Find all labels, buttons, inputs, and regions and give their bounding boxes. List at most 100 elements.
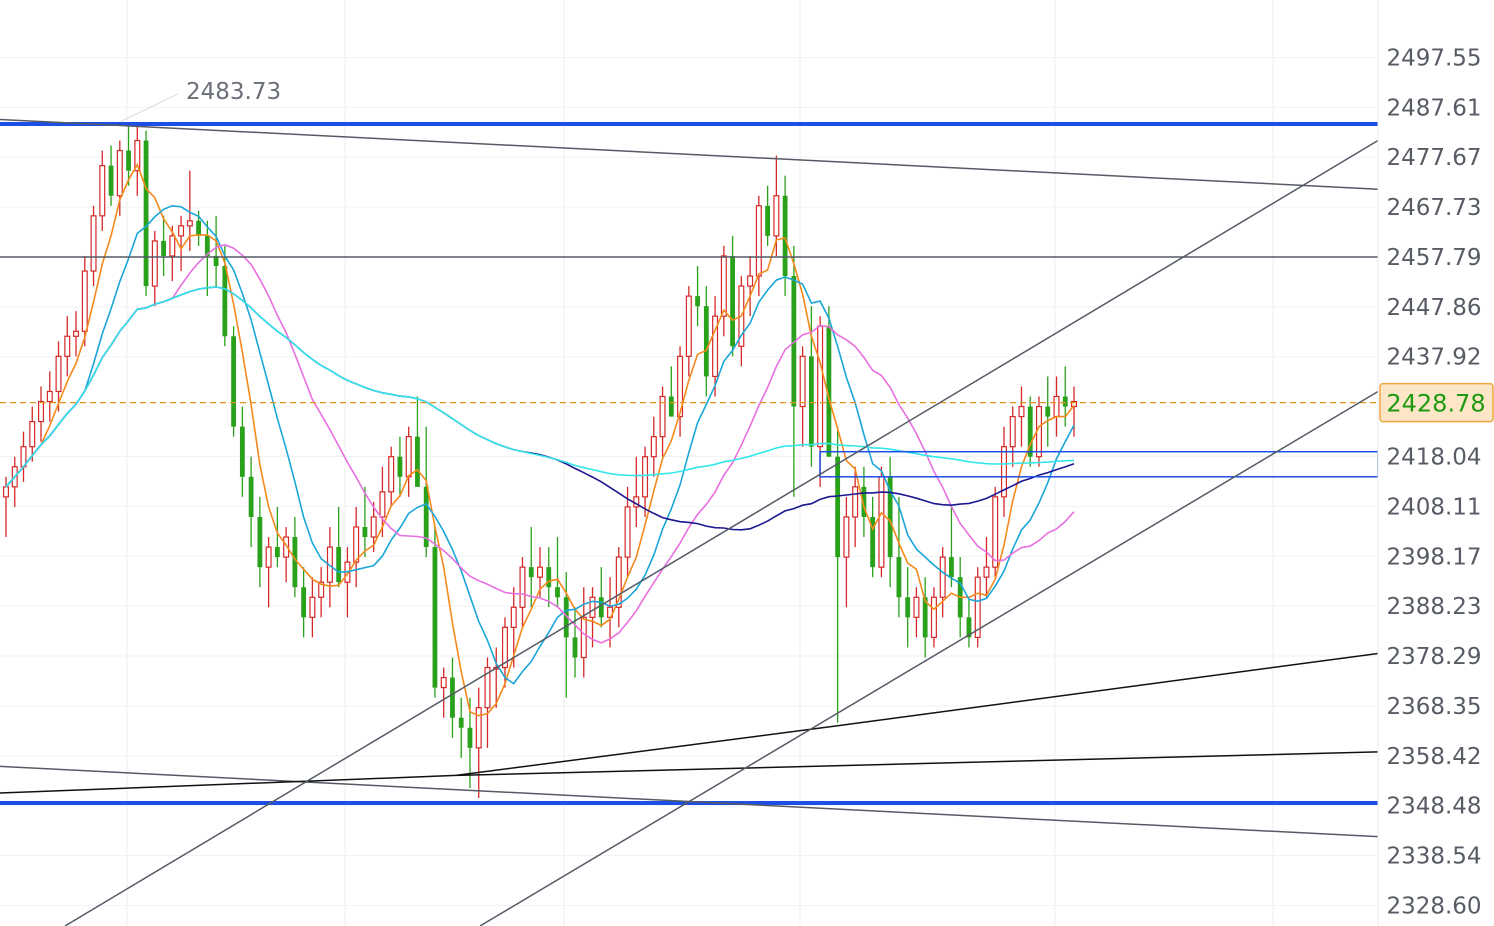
candle xyxy=(1027,396,1033,467)
candle-body xyxy=(799,355,806,408)
moving-average-line xyxy=(5,204,1075,685)
candle-body xyxy=(720,255,727,317)
candle xyxy=(38,386,45,442)
candle-body xyxy=(475,707,482,749)
candle-body xyxy=(905,597,911,618)
candle-body xyxy=(379,491,386,518)
candle xyxy=(283,526,290,583)
candle xyxy=(388,446,395,507)
price-tick-label: 2378.29 xyxy=(1386,644,1481,670)
candle-body xyxy=(555,587,560,598)
candle-body xyxy=(510,606,517,628)
current-price-label: 2428.78 xyxy=(1386,390,1485,418)
candle-body xyxy=(773,195,780,237)
candle xyxy=(668,366,674,417)
candle xyxy=(213,215,219,287)
candle-body xyxy=(677,355,684,418)
candle-body xyxy=(1062,396,1068,407)
candle xyxy=(703,286,709,397)
candle xyxy=(239,406,245,497)
candle xyxy=(905,567,911,648)
candle xyxy=(126,125,131,186)
candle xyxy=(292,516,298,598)
candle xyxy=(178,215,185,272)
candle xyxy=(11,456,18,507)
candle xyxy=(1009,406,1016,467)
candle-body xyxy=(257,516,263,568)
candle xyxy=(423,426,429,558)
candle xyxy=(318,567,325,618)
candle xyxy=(1045,376,1051,447)
candle-body xyxy=(222,266,228,337)
candle xyxy=(169,225,176,282)
candle-body xyxy=(116,149,123,197)
candle-body xyxy=(887,476,893,558)
candle-body xyxy=(274,547,280,558)
price-tick-label: 2338.54 xyxy=(1386,844,1481,870)
price-tick-label: 2388.23 xyxy=(1386,594,1481,620)
candle xyxy=(519,557,526,628)
candle xyxy=(1062,366,1068,427)
trend-line xyxy=(0,118,1379,190)
candle-body xyxy=(458,717,464,728)
price-tick-label: 2348.48 xyxy=(1386,794,1481,820)
candle-body xyxy=(397,456,403,477)
moving-average-line xyxy=(5,162,1075,717)
price-tick-label: 2368.35 xyxy=(1386,694,1481,720)
candle xyxy=(161,215,166,277)
candle-body xyxy=(204,235,210,256)
candle xyxy=(782,175,788,297)
candle xyxy=(301,567,307,638)
candle xyxy=(843,496,850,608)
price-tick-label: 2358.42 xyxy=(1386,744,1481,770)
candle-body xyxy=(301,587,307,618)
candle-body xyxy=(782,195,788,277)
candle-body xyxy=(169,235,176,257)
candle-body xyxy=(55,355,62,393)
candle-body xyxy=(151,240,158,287)
candle xyxy=(450,657,455,738)
trend-line xyxy=(0,774,457,794)
candle-body xyxy=(108,165,114,196)
candle-body xyxy=(405,436,412,478)
candle-body xyxy=(143,140,149,287)
candle-body xyxy=(1000,446,1007,498)
candle xyxy=(738,276,745,367)
candle-body xyxy=(878,476,885,568)
candle-body xyxy=(913,596,920,618)
candle-body xyxy=(353,526,360,563)
candle xyxy=(747,255,754,317)
candle xyxy=(852,466,859,548)
price-tick-label: 2497.55 xyxy=(1386,45,1481,71)
candle xyxy=(458,697,464,758)
candle xyxy=(81,255,88,347)
candle-body xyxy=(992,496,999,568)
candle-body xyxy=(572,637,578,658)
candle-body xyxy=(755,205,762,277)
candle-body xyxy=(939,556,946,598)
candle xyxy=(720,245,727,337)
current-price-badge xyxy=(1379,382,1494,423)
candle xyxy=(913,587,920,638)
candle xyxy=(695,266,700,327)
candle-body xyxy=(1009,415,1016,448)
candle xyxy=(501,617,508,688)
candle-body xyxy=(432,547,438,688)
moving-average-line xyxy=(5,286,1075,531)
candle-body xyxy=(519,566,526,608)
candle xyxy=(580,587,587,678)
candle xyxy=(231,326,237,437)
candle-body xyxy=(370,516,377,538)
candle xyxy=(633,456,640,527)
candle-body xyxy=(501,626,508,669)
candle-body xyxy=(598,597,604,618)
candle xyxy=(826,306,832,457)
price-tick-label: 2418.04 xyxy=(1386,445,1481,471)
price-tick-label: 2457.79 xyxy=(1386,245,1481,271)
candle xyxy=(73,311,80,357)
candle xyxy=(440,667,447,718)
candle xyxy=(650,416,657,477)
candle-body xyxy=(624,506,631,558)
candle xyxy=(108,145,114,206)
